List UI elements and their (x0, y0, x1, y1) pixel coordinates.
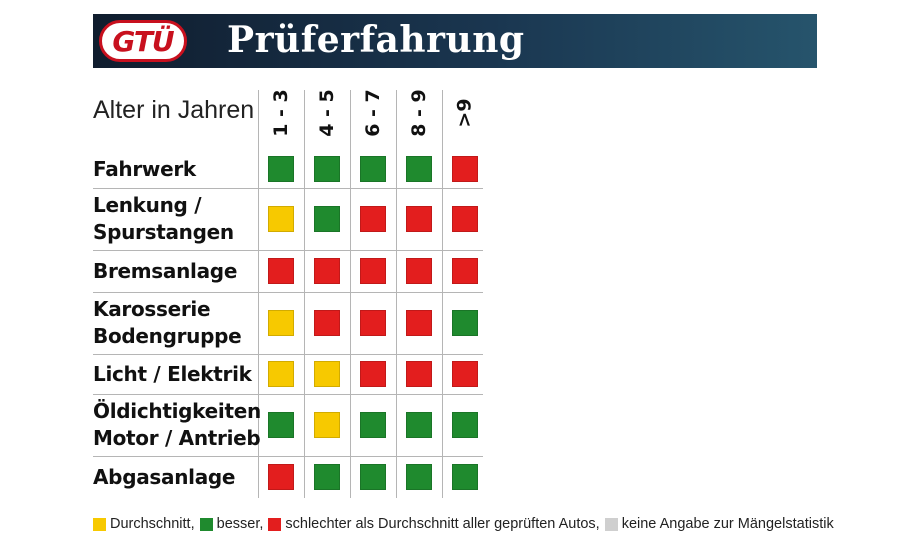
column-header: >9 (442, 90, 488, 136)
row-label-line: Karosserie (93, 297, 211, 321)
row-label: Öldichtigkeiten Motor / Antrieb (93, 394, 261, 456)
rating-square-green (314, 206, 340, 232)
rating-square-green (360, 156, 386, 182)
rating-square-red (406, 206, 432, 232)
rating-square-red (452, 156, 478, 182)
row-label-line: Spurstangen (93, 220, 234, 244)
column-header-label: 6 - 7 (362, 89, 384, 137)
rating-square-yellow (314, 361, 340, 387)
rating-square-red (452, 206, 478, 232)
rating-square-green (452, 412, 478, 438)
legend-text: keine Angabe zur Mängelstatistik (621, 516, 834, 532)
row-divider (93, 394, 483, 395)
column-divider (350, 90, 351, 498)
legend-text: besser, (216, 516, 264, 532)
column-header-label: 1 - 3 (270, 89, 292, 137)
column-divider (396, 90, 397, 498)
row-label-line: Bodengruppe (93, 324, 242, 348)
row-label-line: Fahrwerk (93, 156, 196, 181)
logo-text: GTÜ (112, 24, 174, 58)
row-label-line: Bremsanlage (93, 258, 238, 283)
row-divider (93, 250, 483, 251)
rating-square-red (406, 361, 432, 387)
rating-square-red (360, 361, 386, 387)
column-header: 1 - 3 (258, 89, 304, 137)
rating-square-yellow (268, 361, 294, 387)
age-axis-label: Alter in Jahren (93, 96, 255, 124)
legend-text: schlechter als Durchschnitt aller geprüf… (285, 516, 600, 532)
rating-square-yellow (314, 412, 340, 438)
rating-square-red (452, 258, 478, 284)
rating-square-red (360, 206, 386, 232)
legend-swatch-green (199, 517, 213, 531)
row-label-line: Motor / Antrieb (93, 426, 261, 450)
column-header: 4 - 5 (304, 89, 350, 137)
row-divider (93, 188, 483, 189)
rating-square-red (406, 258, 432, 284)
header-banner: GTÜ Prüferfahrung (93, 14, 817, 68)
legend-swatch-red (268, 517, 282, 531)
rating-square-green (406, 156, 432, 182)
rating-square-red (268, 464, 294, 490)
rating-square-red (268, 258, 294, 284)
column-header-label: 8 - 9 (408, 89, 430, 137)
rating-square-green (268, 412, 294, 438)
row-divider (93, 456, 483, 457)
row-label: Abgasanlage (93, 456, 258, 498)
rating-square-red (406, 310, 432, 336)
row-label: Licht / Elektrik (93, 354, 258, 394)
rating-square-yellow (268, 206, 294, 232)
rating-square-green (314, 464, 340, 490)
row-label: Fahrwerk (93, 150, 258, 188)
row-label-line: Öldichtigkeiten (93, 399, 261, 423)
rating-square-green (268, 156, 294, 182)
column-divider (258, 90, 259, 498)
row-label-line: Abgasanlage (93, 464, 236, 489)
column-divider (304, 90, 305, 498)
row-label-line: Lenkung / (93, 193, 202, 217)
rating-square-red (314, 258, 340, 284)
column-header-label: 4 - 5 (316, 89, 338, 137)
column-header-label: >9 (453, 98, 476, 128)
legend-swatch-yellow (93, 517, 106, 531)
gtu-logo: GTÜ (99, 20, 187, 62)
rating-square-green (406, 464, 432, 490)
rating-square-green (360, 464, 386, 490)
rating-square-green (452, 310, 478, 336)
rating-square-green (314, 156, 340, 182)
rating-square-red (360, 310, 386, 336)
legend-swatch-grey (604, 517, 618, 531)
column-header: 8 - 9 (396, 89, 442, 137)
row-label-line: Licht / Elektrik (93, 361, 252, 386)
column-header: 6 - 7 (350, 89, 396, 137)
rating-square-green (406, 412, 432, 438)
rating-square-red (360, 258, 386, 284)
row-label: Lenkung / Spurstangen (93, 188, 258, 250)
row-divider (93, 354, 483, 355)
row-label: Bremsanlage (93, 250, 258, 292)
rating-square-red (452, 361, 478, 387)
legend-text: Durchschnitt, (110, 516, 195, 532)
page-title: Prüferfahrung (227, 19, 525, 61)
rating-square-red (314, 310, 340, 336)
column-divider (442, 90, 443, 498)
row-label: Karosserie Bodengruppe (93, 292, 258, 354)
rating-square-green (360, 412, 386, 438)
legend: Durchschnitt, besser, schlechter als Durch… (93, 514, 839, 534)
rating-square-green (452, 464, 478, 490)
row-divider (93, 292, 483, 293)
rating-square-yellow (268, 310, 294, 336)
